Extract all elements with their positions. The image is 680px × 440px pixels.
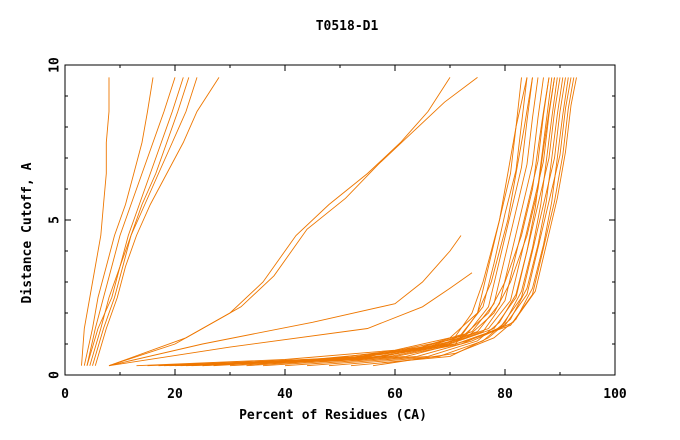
x-tick-label-20: 20 [167, 387, 183, 402]
series-line-6 [86, 77, 198, 366]
x-tick-label-80: 80 [497, 387, 513, 402]
series-line-2 [83, 77, 154, 366]
series-line-28 [174, 77, 550, 367]
series-line-4 [89, 77, 184, 366]
series-line-17 [191, 77, 550, 367]
series-line-10 [108, 235, 462, 367]
series-line-7 [94, 77, 220, 366]
series-line-5 [92, 77, 190, 366]
series-line-18 [202, 77, 555, 367]
x-tick-label-0: 0 [61, 387, 69, 402]
y-axis: 0 5 10 [48, 57, 615, 379]
x-axis: 0 20 40 60 80 100 [61, 65, 627, 402]
series-line-31 [185, 77, 533, 367]
x-tick-label-100: 100 [603, 387, 627, 402]
series-line-21 [246, 77, 572, 367]
series-line-30 [163, 77, 528, 367]
y-tick-label-10: 10 [48, 57, 63, 73]
series-line-14 [158, 77, 533, 367]
series-line-20 [229, 77, 566, 367]
x-tick-label-40: 40 [277, 387, 293, 402]
series-line-3 [86, 77, 176, 366]
series-line-23 [284, 77, 577, 367]
series-line-27 [372, 77, 569, 367]
y-axis-label: Distance Cutoff, A [20, 162, 35, 303]
series-line-9 [108, 77, 478, 367]
series-line-11 [108, 272, 473, 367]
series-line-19 [213, 77, 561, 367]
series-line-24 [306, 77, 553, 367]
series-line-12 [136, 77, 522, 367]
series-line-26 [350, 77, 564, 367]
chart-title: T0518-D1 [316, 19, 379, 34]
y-tick-label-5: 5 [48, 216, 63, 224]
y-tick-label-0: 0 [48, 371, 63, 379]
series-line-8 [108, 77, 451, 367]
x-tick-label-60: 60 [387, 387, 403, 402]
series-line-13 [147, 77, 528, 367]
series-line-1 [81, 77, 110, 366]
series-line-15 [169, 77, 539, 367]
series-layer [81, 77, 577, 367]
series-line-29 [202, 77, 555, 367]
series-line-22 [262, 77, 575, 367]
x-axis-label: Percent of Residues (CA) [239, 408, 427, 423]
series-line-25 [328, 77, 558, 367]
